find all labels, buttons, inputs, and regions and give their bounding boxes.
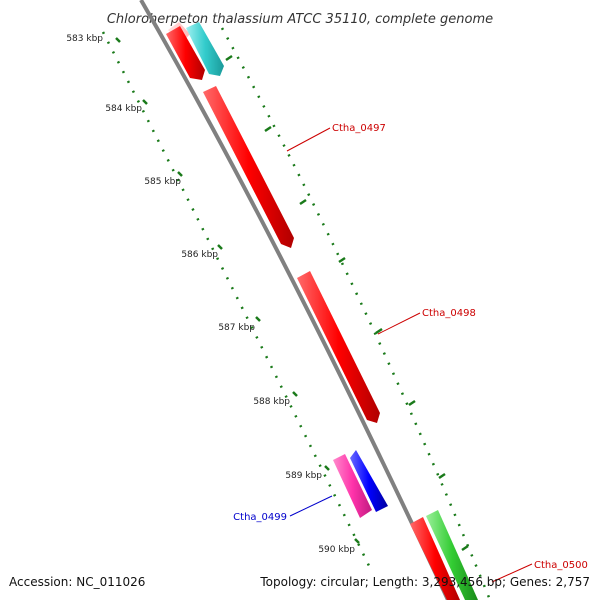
scale-labels: 583 kbp 584 kbp 585 kbp 586 kbp 587 kbp … (66, 34, 355, 555)
gene-feature-green[interactable] (426, 510, 478, 600)
scale-label: 586 kbp (181, 250, 218, 260)
outer-ticks (225, 54, 469, 552)
gene-feature-ctha-0500[interactable] (410, 517, 460, 600)
leader-ctha-0500 (491, 563, 533, 583)
gene-labels: Ctha_0497 Ctha_0498 Ctha_0499 Ctha_0500 (233, 123, 588, 571)
scale-tick (142, 99, 148, 105)
gene-label-ctha-0498[interactable]: Ctha_0498 (422, 308, 476, 319)
scale-label: 589 kbp (285, 471, 322, 481)
gene-feature-ctha-0498[interactable] (297, 271, 380, 423)
scale-label: 588 kbp (253, 397, 290, 407)
gene-feature[interactable] (186, 22, 224, 76)
gene-feature[interactable] (166, 26, 205, 80)
gene-label-ctha-0497[interactable]: Ctha_0497 (332, 123, 386, 134)
scale-tick (354, 538, 360, 544)
scale-label: 584 kbp (105, 104, 142, 114)
gene-feature-magenta[interactable] (333, 454, 372, 518)
scale-tick (255, 316, 261, 322)
gene-feature-ctha-0499[interactable] (350, 450, 388, 512)
scale-label: 587 kbp (218, 323, 255, 333)
scale-tick (292, 391, 298, 397)
gene-label-ctha-0499[interactable]: Ctha_0499 (233, 512, 287, 523)
leader-ctha-0497 (286, 127, 331, 152)
topology-text: Topology: circular; Length: 3,293,456 bp… (259, 575, 590, 589)
scale-label: 585 kbp (144, 177, 181, 187)
scale-ticks (115, 37, 360, 544)
gene-label-ctha-0500[interactable]: Ctha_0500 (534, 560, 588, 571)
scale-track-dots (101, 31, 374, 573)
scale-tick (115, 37, 121, 43)
scale-tick (177, 171, 183, 177)
scale-label: 583 kbp (66, 34, 103, 44)
scale-tick (324, 465, 330, 471)
scale-tick (217, 244, 223, 250)
leader-ctha-0499 (289, 495, 333, 517)
leader-ctha-0498 (377, 312, 421, 335)
gene-feature-ctha-0497[interactable] (203, 86, 294, 248)
gene-features (166, 22, 478, 600)
map-title: Chloroherpeton thalassium ATCC 35110, co… (107, 12, 493, 27)
scale-label: 590 kbp (318, 545, 355, 555)
accession-text: Accession: NC_011026 (9, 575, 145, 589)
genome-backbone (139, 0, 450, 600)
label-leaders (286, 127, 533, 583)
